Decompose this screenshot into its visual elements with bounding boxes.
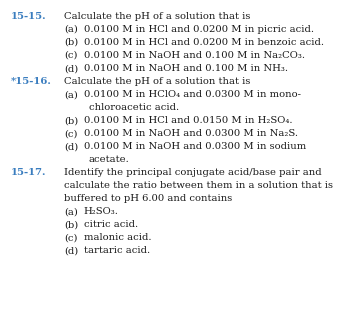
Text: (a): (a) <box>64 207 78 216</box>
Text: (b): (b) <box>64 220 79 230</box>
Text: 0.0100 M in HCl and 0.0200 M in benzoic acid.: 0.0100 M in HCl and 0.0200 M in benzoic … <box>84 38 324 47</box>
Text: (d): (d) <box>64 64 79 73</box>
Text: buffered to pH 6.00 and contains: buffered to pH 6.00 and contains <box>64 194 232 203</box>
Text: 15-17.: 15-17. <box>10 168 46 177</box>
Text: (b): (b) <box>64 38 79 47</box>
Text: Identify the principal conjugate acid/base pair and: Identify the principal conjugate acid/ba… <box>64 168 322 177</box>
Text: malonic acid.: malonic acid. <box>84 233 151 242</box>
Text: (c): (c) <box>64 129 78 138</box>
Text: (d): (d) <box>64 142 79 151</box>
Text: *15-16.: *15-16. <box>10 77 51 86</box>
Text: calculate the ratio between them in a solution that is: calculate the ratio between them in a so… <box>64 181 333 190</box>
Text: Calculate the pH of a solution that is: Calculate the pH of a solution that is <box>64 77 251 86</box>
Text: (a): (a) <box>64 90 78 99</box>
Text: acetate.: acetate. <box>89 155 129 164</box>
Text: 0.0100 M in HCl and 0.0200 M in picric acid.: 0.0100 M in HCl and 0.0200 M in picric a… <box>84 25 314 34</box>
Text: chloroacetic acid.: chloroacetic acid. <box>89 103 179 112</box>
Text: 0.0100 M in HCl and 0.0150 M in H₂SO₄.: 0.0100 M in HCl and 0.0150 M in H₂SO₄. <box>84 116 292 125</box>
Text: 0.0100 M in NaOH and 0.0300 M in sodium: 0.0100 M in NaOH and 0.0300 M in sodium <box>84 142 306 151</box>
Text: tartaric acid.: tartaric acid. <box>84 246 150 256</box>
Text: 0.0100 M in NaOH and 0.100 M in NH₃.: 0.0100 M in NaOH and 0.100 M in NH₃. <box>84 64 287 73</box>
Text: 0.0100 M in NaOH and 0.100 M in Na₂CO₃.: 0.0100 M in NaOH and 0.100 M in Na₂CO₃. <box>84 51 304 60</box>
Text: (d): (d) <box>64 246 79 256</box>
Text: (c): (c) <box>64 233 78 242</box>
Text: Calculate the pH of a solution that is: Calculate the pH of a solution that is <box>64 12 251 21</box>
Text: H₂SO₃.: H₂SO₃. <box>84 207 118 216</box>
Text: (b): (b) <box>64 116 79 125</box>
Text: citric acid.: citric acid. <box>84 220 138 230</box>
Text: 0.0100 M in NaOH and 0.0300 M in Na₂S.: 0.0100 M in NaOH and 0.0300 M in Na₂S. <box>84 129 298 138</box>
Text: (c): (c) <box>64 51 78 60</box>
Text: 15-15.: 15-15. <box>10 12 46 21</box>
Text: (a): (a) <box>64 25 78 34</box>
Text: 0.0100 M in HClO₄ and 0.0300 M in mono-: 0.0100 M in HClO₄ and 0.0300 M in mono- <box>84 90 301 99</box>
